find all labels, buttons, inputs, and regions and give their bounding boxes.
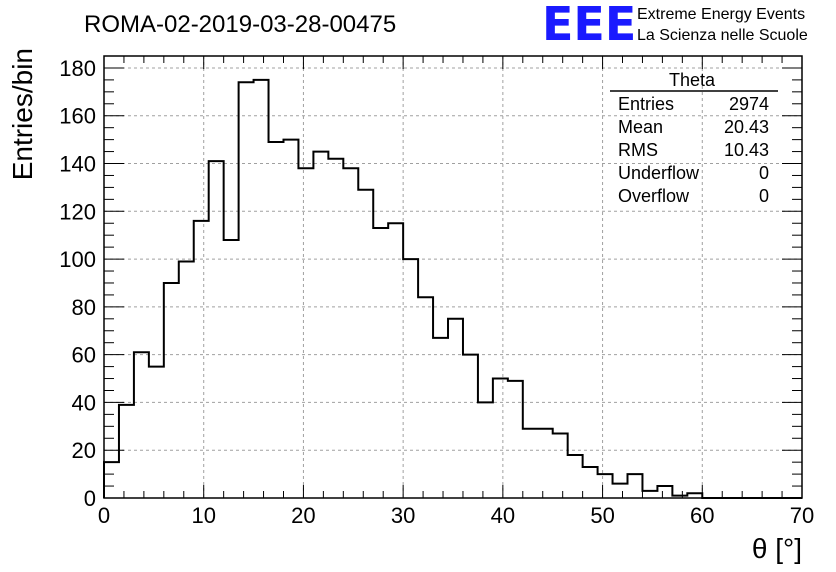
histogram-outline <box>103 78 802 499</box>
histogram-bin <box>628 474 643 498</box>
eee-logo-line1: Extreme Energy Events <box>637 6 805 23</box>
axis-ticks <box>103 55 803 499</box>
y-tick-label: 80 <box>72 295 96 320</box>
histogram-bin <box>388 223 403 498</box>
histogram-bin <box>463 355 478 498</box>
histogram-bin <box>523 429 538 498</box>
eee-logo: EEE Extreme Energy Events La Scienza nel… <box>542 0 808 51</box>
stats-value: 20.43 <box>724 117 769 137</box>
stats-value: 0 <box>759 163 769 183</box>
y-tick-label: 160 <box>59 104 96 129</box>
stats-value: 10.43 <box>724 140 769 160</box>
stats-label: Mean <box>618 117 663 137</box>
histogram-bin <box>433 338 448 498</box>
histogram-bin <box>254 80 269 498</box>
histogram-bin <box>269 142 284 498</box>
plot-frame <box>103 55 803 499</box>
eee-logo-line2: La Scienza nelle Scuole <box>637 27 808 44</box>
histogram-bin <box>508 381 523 498</box>
y-tick-label: 60 <box>72 343 96 368</box>
histogram-bin <box>328 159 343 498</box>
x-tick-label: 30 <box>391 503 415 528</box>
histogram-bin <box>598 474 613 498</box>
x-tick-label: 20 <box>291 503 315 528</box>
histogram-bin <box>298 168 313 498</box>
histogram-bin <box>538 429 553 498</box>
histogram-bin <box>134 352 149 498</box>
histogram-bin <box>239 82 254 498</box>
histogram-bin <box>224 240 239 498</box>
y-tick-label: 40 <box>72 390 96 415</box>
histogram-bin <box>343 168 358 498</box>
histogram-bin <box>493 379 508 498</box>
histogram-bin <box>418 297 433 498</box>
y-tick-label: 140 <box>59 152 96 177</box>
stats-label: Overflow <box>618 186 690 206</box>
y-tick-label: 0 <box>84 486 96 511</box>
y-tick-label: 180 <box>59 56 96 81</box>
x-tick-label: 40 <box>491 503 515 528</box>
histogram-bin <box>358 190 373 498</box>
axis-tick-labels: 0 10 20 30 40 50 60 70 0 20 40 60 80 100 120 140 160 180 <box>59 56 814 528</box>
stats-value: 2974 <box>729 94 769 114</box>
histogram-bin <box>164 283 179 498</box>
histogram-bin <box>583 467 598 498</box>
stats-label: Underflow <box>618 163 700 183</box>
y-tick-label: 20 <box>72 438 96 463</box>
histogram-bin <box>448 319 463 498</box>
stats-title: Theta <box>669 70 716 90</box>
x-tick-label: 70 <box>790 503 814 528</box>
histogram-bin <box>373 228 388 498</box>
histogram-bin <box>313 152 328 498</box>
stats-box: Theta Entries 2974 Mean 20.43 RMS 10.43 Underf… <box>610 70 778 206</box>
run-title: ROMA-02-2019-03-28-00475 <box>84 11 396 38</box>
histogram-bin <box>104 462 119 498</box>
x-tick-label: 50 <box>590 503 614 528</box>
x-tick-label: 10 <box>191 503 215 528</box>
histogram-bin <box>403 259 418 498</box>
x-tick-label: 0 <box>98 503 110 528</box>
histogram-bin <box>568 455 583 498</box>
histogram-bin <box>149 367 164 498</box>
grid-lines <box>103 56 803 499</box>
stats-label: RMS <box>618 140 658 160</box>
eee-logo-letters: EEE <box>542 0 636 51</box>
histogram-bin <box>642 491 657 498</box>
histogram-bin <box>209 161 224 498</box>
x-tick-label: 60 <box>690 503 714 528</box>
y-tick-label: 100 <box>59 247 96 272</box>
histogram-bin <box>194 221 209 498</box>
stats-label: Entries <box>618 94 674 114</box>
y-axis-label: Entries/bin <box>7 48 38 180</box>
histogram-bin <box>283 140 298 498</box>
x-axis-label: θ [°] <box>752 533 802 564</box>
histogram-bin <box>119 405 134 498</box>
histogram-bin <box>657 486 672 498</box>
stats-value: 0 <box>759 186 769 206</box>
histogram-bin <box>613 484 628 498</box>
histogram-bin <box>179 261 194 498</box>
y-tick-label: 120 <box>59 199 96 224</box>
histogram-bin <box>553 433 568 498</box>
